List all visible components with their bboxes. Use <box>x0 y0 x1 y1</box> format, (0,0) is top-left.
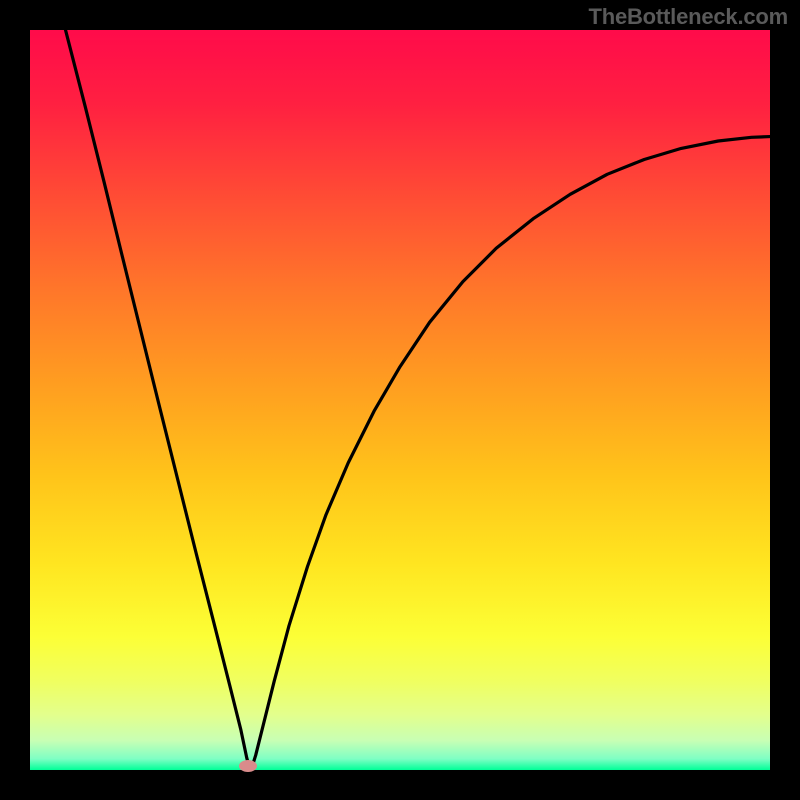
plot-svg <box>30 30 770 770</box>
watermark-text: TheBottleneck.com <box>588 4 788 30</box>
optimal-point-marker <box>239 760 257 772</box>
chart-frame: TheBottleneck.com <box>0 0 800 800</box>
gradient-background <box>30 30 770 770</box>
